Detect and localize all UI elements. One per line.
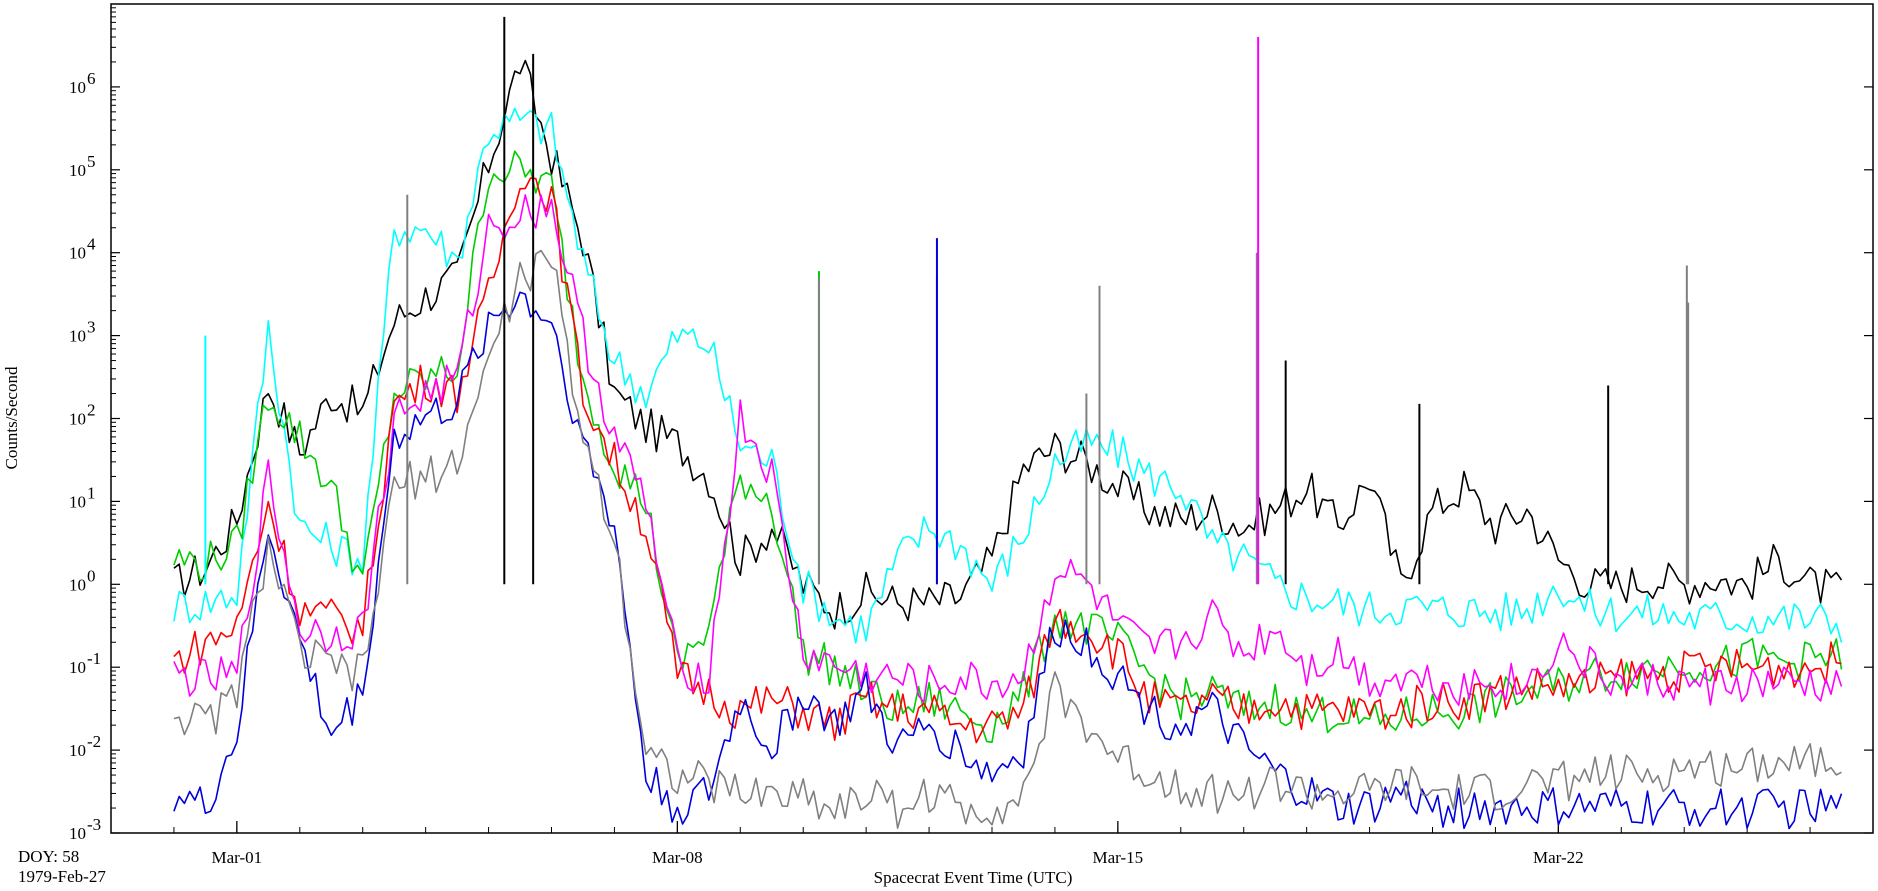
- y-tick-exponent: 0: [87, 566, 96, 585]
- start-date-label: 1979-Feb-27: [18, 867, 106, 886]
- x-tick-label: Mar-08: [652, 848, 703, 867]
- y-tick-label: 10: [69, 327, 86, 346]
- x-tick-label: Mar-15: [1093, 848, 1144, 867]
- y-tick-exponent: 3: [87, 318, 96, 337]
- y-tick-label: 10: [69, 244, 86, 263]
- y-tick-exponent: 4: [87, 235, 96, 254]
- series-line: [173, 177, 1842, 744]
- x-tick-label: Mar-01: [212, 848, 263, 867]
- y-tick-exponent: -3: [87, 815, 101, 834]
- series-line: [173, 59, 1843, 630]
- y-tick-label: 10: [69, 575, 86, 594]
- y-tick-exponent: 2: [87, 401, 96, 420]
- y-tick-label: 10: [69, 78, 86, 97]
- x-axis: Mar-01 Mar-08 Mar-15 Mar-22: [110, 821, 1874, 867]
- y-tick-exponent: 1: [87, 483, 96, 502]
- y-tick-label: 10: [69, 658, 86, 677]
- x-tick-label: Mar-22: [1533, 848, 1584, 867]
- series-layer: [173, 16, 1843, 830]
- series-line: [173, 150, 1843, 743]
- series-line: [173, 249, 1842, 829]
- y-tick-label: 10: [69, 492, 86, 511]
- y-tick-exponent: 5: [87, 152, 96, 171]
- y-tick-label: 10: [69, 741, 86, 760]
- y-tick-label: 10: [69, 824, 86, 843]
- series-line: [173, 107, 1843, 644]
- x-axis-title: Spacecrat Event Time (UTC): [874, 868, 1073, 887]
- doy-label: DOY: 58: [18, 847, 80, 866]
- y-tick-exponent: -2: [87, 732, 101, 751]
- plot-frame: [110, 3, 1874, 834]
- series-line: [173, 194, 1843, 706]
- y-tick-exponent: 6: [87, 69, 96, 88]
- y-axis-title: Counts/Second: [2, 366, 21, 469]
- y-tick-label: 10: [69, 410, 86, 429]
- y-tick-exponent: -1: [87, 649, 101, 668]
- y-tick-label: 10: [69, 161, 86, 180]
- series-line: [173, 291, 1843, 830]
